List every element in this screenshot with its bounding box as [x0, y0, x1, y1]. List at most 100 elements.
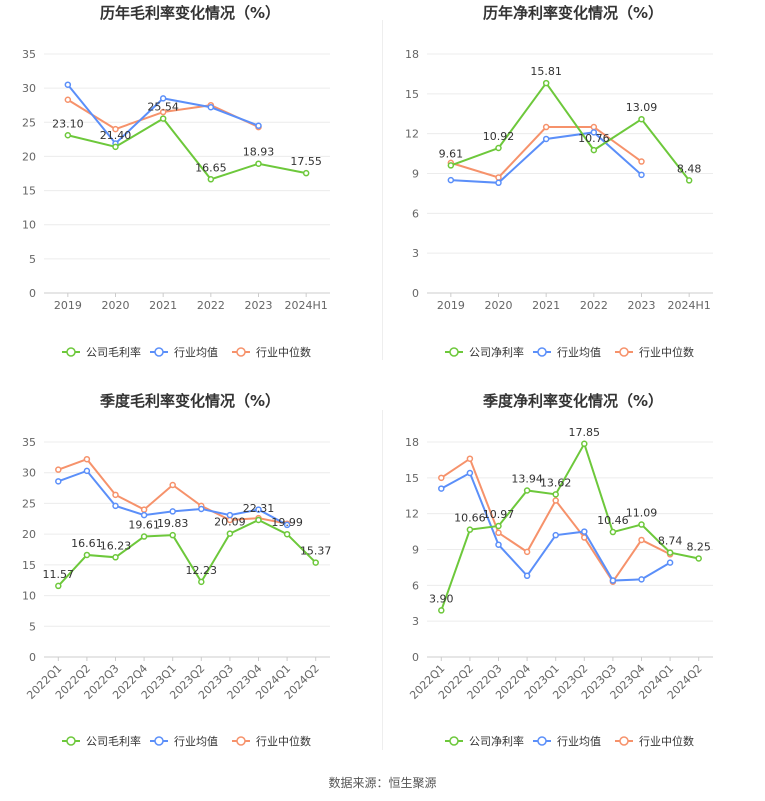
legend-label-company: 公司毛利率 — [86, 734, 141, 748]
chart-svg: 历年毛利率变化情况（%） 0 5 10 15 20 25 30 35 2019 2020 2021 20… — [22, 4, 330, 359]
data-label: 15.81 — [530, 65, 562, 78]
data-point-industry_avg — [447, 176, 455, 184]
series-line-company — [57, 518, 317, 587]
y-tick-label: 20 — [22, 528, 36, 541]
legend-label-industry_avg: 行业均值 — [557, 346, 601, 359]
data-point-industry_avg — [466, 469, 474, 477]
data-point-company — [140, 533, 148, 540]
data-point-industry_median — [638, 158, 645, 165]
y-tick-label: 30 — [22, 467, 36, 480]
data-point-industry_median — [495, 529, 502, 537]
legend-label-industry_median: 行业中位数 — [639, 345, 694, 359]
chart-quarterly-gross-margin: 季度毛利率变化情况（%） 0 5 10 15 20 25 30 35 2022Q1 2022Q2 20… — [0, 388, 383, 776]
data-label: 16.65 — [195, 161, 227, 174]
data-label: 13.94 — [511, 472, 542, 485]
legend-label-company: 公司净利率 — [469, 345, 524, 359]
y-tick-label: 35 — [22, 436, 36, 449]
data-label: 16.61 — [71, 537, 103, 550]
legend-marker-industry_avg — [154, 347, 164, 357]
data-label: 8.74 — [658, 535, 683, 548]
legend-label-industry_avg: 行业均值 — [557, 735, 601, 748]
chart-annual-gross-margin: 历年毛利率变化情况（%） 0 5 10 15 20 25 30 35 2019 2020 2021 20… — [0, 0, 383, 388]
data-point-industry_median — [55, 466, 62, 473]
data-point-company — [685, 177, 693, 184]
x-tick-label: 2020 — [485, 299, 513, 312]
data-point-company — [609, 528, 617, 536]
legend-label-industry_median: 行业中位数 — [639, 734, 694, 748]
y-tick-label: 15 — [405, 88, 419, 101]
data-label: 9.61 — [439, 147, 464, 160]
data-point-industry_avg — [226, 511, 234, 519]
data-point-industry_avg — [609, 577, 617, 584]
data-point-industry_median — [590, 123, 598, 131]
x-tick-label: 2020 — [102, 299, 130, 312]
legend-marker-industry_median — [619, 347, 629, 357]
y-tick-label: 25 — [22, 497, 36, 510]
data-point-industry_avg — [55, 478, 62, 485]
data-point-industry_median — [523, 548, 531, 556]
data-point-company — [695, 555, 702, 562]
chart-title: 季度毛利率变化情况（%） — [100, 392, 280, 410]
data-label: 10.66 — [454, 512, 486, 525]
data-point-company — [438, 607, 445, 614]
y-tick-label: 6 — [412, 207, 419, 220]
data-point-industry_avg — [169, 508, 176, 515]
y-tick-label: 0 — [412, 651, 419, 664]
chart-svg: 历年净利率变化情况（%） 0 3 6 9 12 15 18 2019 2020 2021 2022 20… — [405, 4, 713, 359]
y-tick-label: 12 — [405, 128, 419, 141]
data-point-industry_median — [169, 481, 176, 489]
data-point-industry_median — [466, 455, 474, 462]
y-tick-label: 15 — [22, 185, 36, 198]
x-tick-label: 2021 — [149, 299, 177, 312]
data-label: 23.10 — [52, 117, 84, 130]
data-label: 15.37 — [300, 545, 332, 558]
data-point-industry_median — [495, 174, 502, 181]
y-tick-label: 15 — [22, 559, 36, 572]
data-point-company — [226, 530, 234, 537]
y-tick-label: 35 — [22, 48, 36, 61]
data-label: 10.92 — [483, 130, 515, 143]
data-label: 11.09 — [626, 507, 658, 520]
chart-title: 季度净利率变化情况（%） — [483, 392, 663, 410]
y-tick-label: 9 — [412, 544, 419, 557]
data-label: 19.83 — [157, 517, 189, 530]
y-tick-label: 12 — [405, 508, 419, 521]
data-point-company — [198, 578, 205, 586]
data-point-company — [466, 526, 474, 533]
legend-marker-industry_median — [236, 347, 246, 357]
legend-marker-company — [66, 347, 76, 357]
y-tick-label: 5 — [29, 620, 36, 633]
data-point-industry_avg — [255, 506, 262, 513]
y-tick-label: 25 — [22, 116, 36, 129]
y-tick-label: 20 — [22, 150, 36, 163]
data-point-company — [83, 551, 91, 559]
data-point-company — [552, 491, 559, 498]
data-label: 17.55 — [290, 155, 322, 168]
y-tick-label: 6 — [412, 579, 419, 592]
legend-marker-industry_avg — [537, 347, 547, 357]
x-tick-label: 2023 — [245, 299, 273, 312]
data-point-industry_avg — [255, 122, 262, 129]
data-label: 13.62 — [540, 476, 572, 489]
data-point-company — [542, 79, 550, 87]
data-point-company — [64, 132, 72, 139]
data-label: 13.09 — [626, 101, 658, 114]
chart-title: 历年净利率变化情况（%） — [483, 4, 663, 22]
data-label: 19.61 — [128, 519, 160, 532]
data-point-company — [312, 559, 319, 566]
x-tick-label: 2021 — [532, 299, 560, 312]
data-point-company — [255, 160, 262, 167]
data-point-company — [207, 176, 215, 183]
data-point-industry_avg — [638, 171, 645, 179]
data-label: 10.76 — [578, 132, 610, 145]
data-point-industry_median — [638, 536, 645, 544]
legend-label-industry_median: 行业中位数 — [256, 734, 311, 748]
data-label: 8.48 — [677, 162, 702, 175]
y-tick-label: 15 — [405, 472, 419, 485]
chart-title: 历年毛利率变化情况（%） — [100, 4, 280, 22]
y-tick-label: 0 — [29, 651, 36, 664]
data-point-company — [112, 143, 119, 151]
data-point-industry_avg — [140, 511, 148, 519]
data-label: 17.85 — [569, 426, 601, 439]
y-tick-label: 0 — [412, 287, 419, 300]
